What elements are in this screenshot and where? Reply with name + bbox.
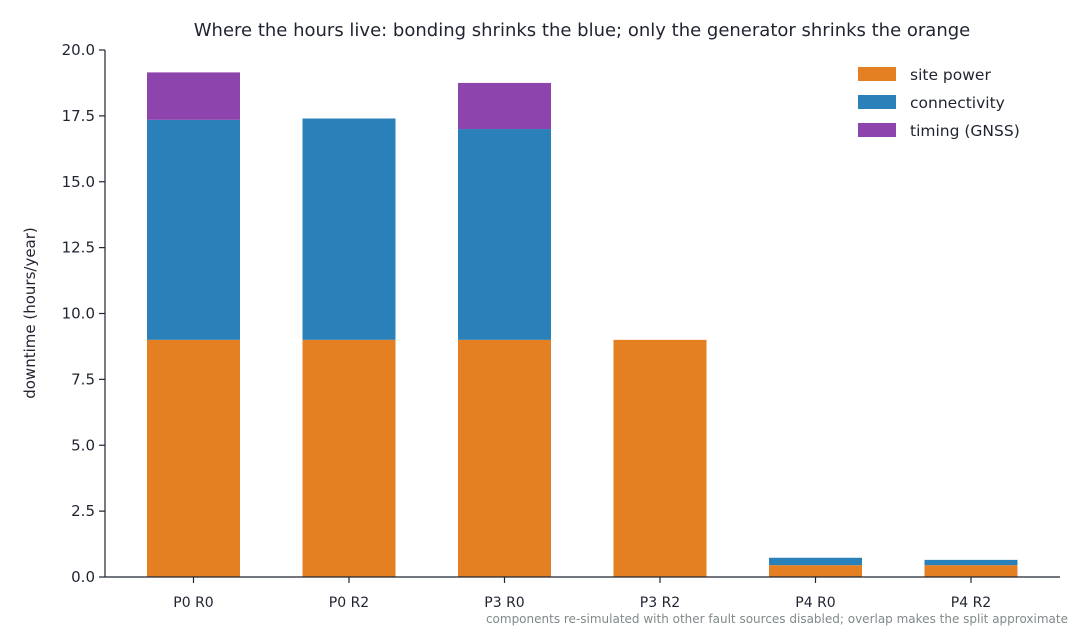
y-ticks: 0.0 2.5 5.0 7.5 10.0 12.5 15.0 17.5 20.0 xyxy=(62,41,105,586)
bar-connectivity-5 xyxy=(924,559,1018,566)
y-tick-label: 10.0 xyxy=(62,305,95,323)
bar-site-power-3 xyxy=(613,339,707,577)
bar-site-power-2 xyxy=(458,339,551,577)
bar-site-power-4 xyxy=(769,565,862,577)
bar-site-power-5 xyxy=(924,565,1018,577)
y-tick-label: 20.0 xyxy=(62,41,95,59)
bar-timing-gnss--2 xyxy=(458,82,551,130)
legend-label: site power xyxy=(910,66,991,84)
x-ticks: P0 R0 P0 R2 P3 R0 P3 R2 P4 R0 P4 R2 xyxy=(173,577,991,611)
y-tick-label: 7.5 xyxy=(71,370,95,388)
legend: site power connectivity timing (GNSS) xyxy=(858,66,1020,140)
bar-connectivity-1 xyxy=(302,118,396,340)
bar-connectivity-4 xyxy=(769,557,862,566)
legend-label: timing (GNSS) xyxy=(910,122,1020,140)
x-tick-label: P3 R0 xyxy=(484,595,524,611)
bar-connectivity-0 xyxy=(147,119,240,340)
footnote: components re-simulated with other fault… xyxy=(486,612,1068,626)
chart-title: Where the hours live: bonding shrinks th… xyxy=(194,20,971,41)
legend-label: connectivity xyxy=(910,94,1005,112)
x-tick-label: P0 R0 xyxy=(173,595,213,611)
x-tick-label: P3 R2 xyxy=(640,595,680,611)
bar-connectivity-2 xyxy=(458,129,551,340)
legend-swatch xyxy=(858,67,896,81)
x-tick-label: P4 R0 xyxy=(795,595,835,611)
y-tick-label: 12.5 xyxy=(62,239,95,257)
legend-swatch xyxy=(858,95,896,109)
x-tick-label: P0 R2 xyxy=(329,595,369,611)
bar-layer xyxy=(147,72,1018,577)
y-tick-label: 2.5 xyxy=(71,502,95,520)
bar-timing-gnss--0 xyxy=(147,72,240,120)
y-axis-label: downtime (hours/year) xyxy=(21,227,39,399)
y-tick-label: 5.0 xyxy=(71,436,95,454)
y-tick-label: 15.0 xyxy=(62,173,95,191)
x-tick-label: P4 R2 xyxy=(951,595,991,611)
legend-swatch xyxy=(858,123,896,137)
bar-site-power-1 xyxy=(302,339,396,577)
y-tick-label: 0.0 xyxy=(71,568,95,586)
bar-site-power-0 xyxy=(147,339,240,577)
y-tick-label: 17.5 xyxy=(62,107,95,125)
